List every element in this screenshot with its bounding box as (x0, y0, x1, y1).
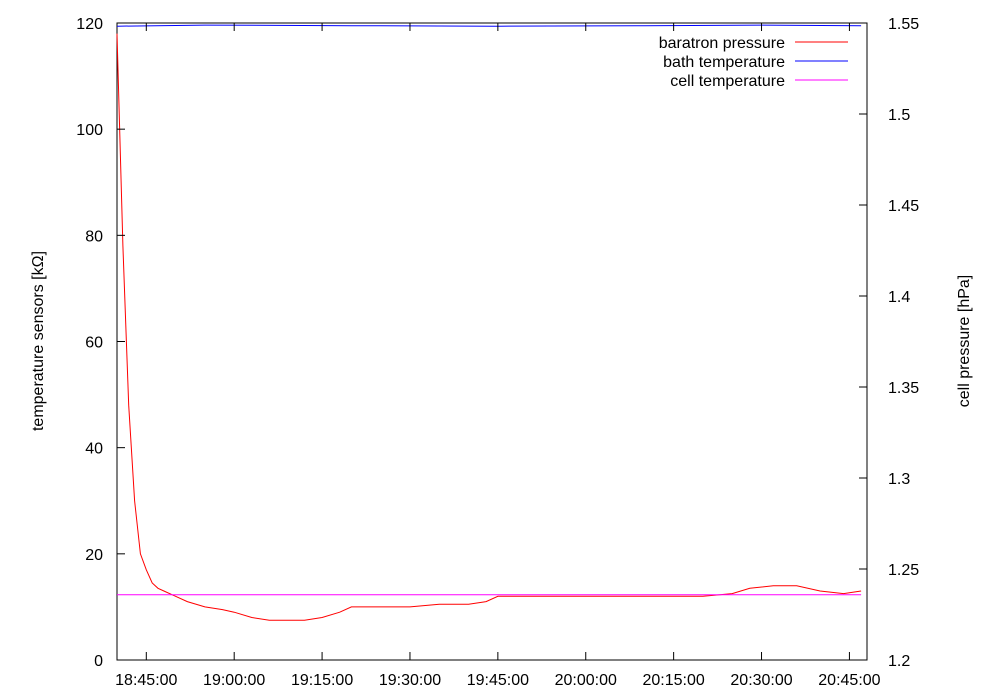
y-axis-label: temperature sensors [kΩ] (30, 251, 47, 431)
x-tick-label: 20:00:00 (555, 672, 617, 689)
y2-tick-label: 1.55 (888, 16, 919, 33)
x-tick-label: 20:15:00 (643, 672, 705, 689)
y2-tick-label: 1.5 (888, 107, 910, 124)
series-line-baratron-pressure (116, 33, 862, 621)
plot-frame (116, 22, 868, 661)
x-tick-label: 19:45:00 (467, 672, 529, 689)
series-line-bath-temperature (116, 24, 862, 27)
y2-tick-label: 1.45 (888, 198, 919, 215)
y2-tick-label: 1.35 (888, 380, 919, 397)
legend-label: cell temperature (670, 73, 785, 90)
y2-tick-label: 1.3 (888, 471, 910, 488)
y2-tick-label: 1.2 (888, 653, 910, 670)
y-tick-label: 40 (85, 441, 103, 458)
y-tick-label: 20 (85, 547, 103, 564)
y2-axis-label: cell pressure [hPa] (956, 275, 973, 408)
y-tick-label: 0 (94, 653, 103, 670)
legend-label: bath temperature (663, 54, 785, 71)
x-tick-label: 19:30:00 (379, 672, 441, 689)
y-tick-label: 60 (85, 335, 103, 352)
legend: baratron pressure bath temperature cell te… (659, 35, 848, 90)
y-tick-label: 120 (76, 16, 103, 33)
legend-label: baratron pressure (659, 35, 785, 52)
x-tick-label: 20:45:00 (818, 672, 880, 689)
y2-tick-label: 1.25 (888, 562, 919, 579)
y2-tick-label: 1.4 (888, 289, 910, 306)
x-tick-label: 20:30:00 (730, 672, 792, 689)
series-layer (116, 24, 862, 621)
y-tick-label: 80 (85, 228, 103, 245)
axes-layer: 18:45:00 19:00:00 19:15:00 19:30:00 19:45:00… (76, 16, 919, 689)
y-tick-label: 100 (76, 122, 103, 139)
x-tick-label: 19:15:00 (291, 672, 353, 689)
x-tick-label: 19:00:00 (203, 672, 265, 689)
x-tick-label: 18:45:00 (115, 672, 177, 689)
